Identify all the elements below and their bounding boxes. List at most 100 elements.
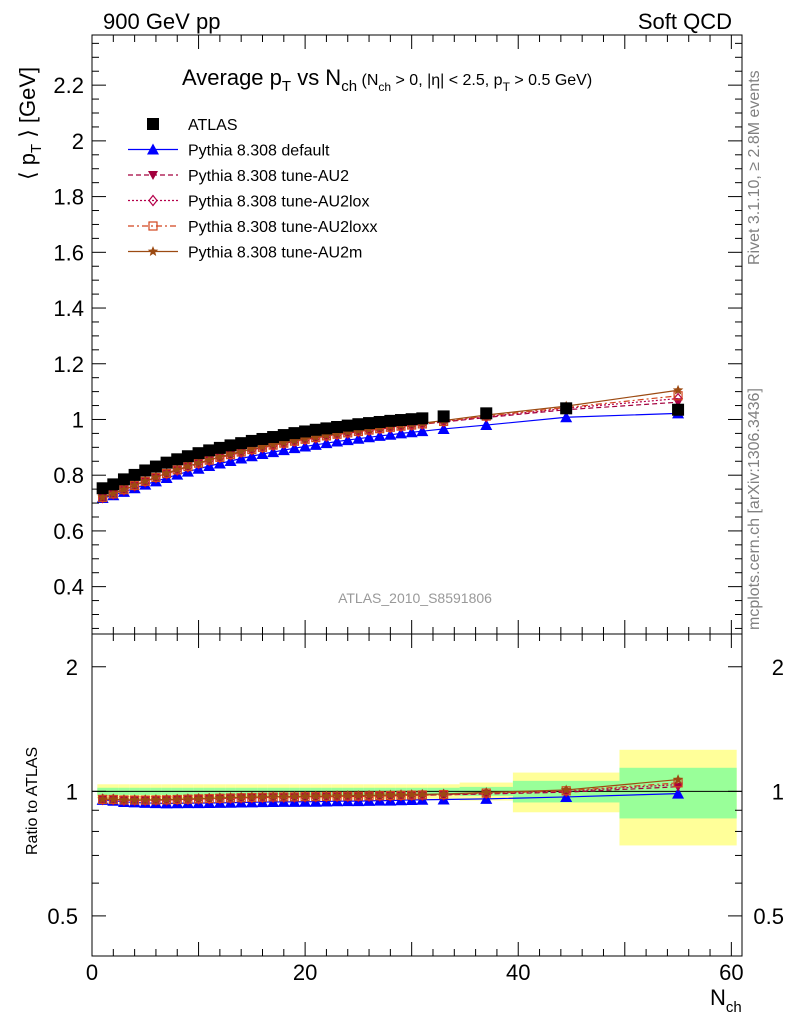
point-pythia-8-308-tune-au2m xyxy=(161,467,172,478)
point-atlas xyxy=(299,425,312,438)
point-pythia-8-308-default xyxy=(352,432,365,444)
ratio-tick-label-right: 1 xyxy=(772,779,784,804)
point-pythia-8-308-default xyxy=(320,437,333,449)
legend-marker-pythia-8-308-tune-au2 xyxy=(148,171,158,180)
watermark: ATLAS_2010_S8591806 xyxy=(338,590,492,606)
y-tick-label: 0.8 xyxy=(53,463,84,488)
point-atlas xyxy=(149,460,162,473)
tick-labels: 0.4 0.6 0.8 1 1.2 1.4 1.6 1.8 2 2.2 0 20 40 60 0.5 0.5 1… xyxy=(47,73,784,985)
series-main xyxy=(96,384,685,504)
point-pythia-8-308-tune-au2m xyxy=(172,464,183,475)
point-atlas xyxy=(320,422,333,435)
point-atlas xyxy=(192,447,205,460)
ratio-point-pythia-8-308-tune-au2m xyxy=(353,790,364,801)
point-pythia-8-308-tune-au2m xyxy=(299,433,311,444)
x-tick-label: 60 xyxy=(719,960,743,985)
header-left: 900 GeV pp xyxy=(103,9,221,34)
point-pythia-8-308-tune-au2m xyxy=(246,443,258,454)
point-pythia-8-308-default xyxy=(309,438,322,450)
ratio-point-pythia-8-308-tune-au2m xyxy=(129,794,140,805)
point-atlas xyxy=(213,441,226,454)
point-atlas xyxy=(363,417,376,430)
point-pythia-8-308-default xyxy=(331,435,344,447)
point-atlas xyxy=(181,450,194,463)
legend-marker-atlas xyxy=(147,118,159,130)
point-atlas xyxy=(395,414,408,427)
point-atlas xyxy=(256,432,269,445)
series-ratio xyxy=(96,774,685,809)
ratio-tick-label-left: 2 xyxy=(66,655,78,680)
ratio-point-pythia-8-308-tune-au2m xyxy=(225,792,236,803)
point-pythia-8-308-tune-au2m xyxy=(118,483,130,494)
point-pythia-8-308-tune-au2m xyxy=(267,439,279,449)
ratio-point-pythia-8-308-tune-au2m xyxy=(118,794,130,805)
ratio-point-pythia-8-308-tune-au2m xyxy=(267,791,279,802)
point-pythia-8-308-tune-au2m xyxy=(310,431,321,442)
x-tick-label: 20 xyxy=(293,960,317,985)
point-pythia-8-308-tune-au2m xyxy=(235,446,247,456)
ratio-point-pythia-8-308-tune-au2m xyxy=(246,791,258,802)
point-pythia-8-308-tune-au2m xyxy=(225,448,236,459)
point-pythia-8-308-tune-au2m xyxy=(182,460,194,471)
point-pythia-8-308-default xyxy=(277,444,290,456)
y-tick-label: 1.4 xyxy=(53,296,84,321)
ratio-point-pythia-8-308-tune-au2m xyxy=(417,788,428,799)
legend-marker-pythia-8-308-tune-au2m xyxy=(147,246,159,256)
point-atlas xyxy=(480,407,493,420)
ratio-point-pythia-8-308-tune-au2m xyxy=(97,793,108,804)
point-pythia-8-308-tune-au2m xyxy=(321,429,332,440)
y-tick-label: 1.2 xyxy=(53,352,84,377)
ratio-point-pythia-8-308-tune-au2m xyxy=(560,784,572,795)
x-tick-label: 0 xyxy=(86,960,98,985)
point-pythia-8-308-default xyxy=(341,434,354,446)
ratio-tick-label-left: 1 xyxy=(66,779,78,804)
point-atlas xyxy=(560,402,573,415)
point-atlas xyxy=(437,410,450,423)
ratio-frame xyxy=(91,633,743,957)
ratio-point-pythia-8-308-tune-au2m xyxy=(182,793,194,804)
legend-label-pythia-8-308-tune-au2: Pythia 8.308 tune-AU2 xyxy=(188,168,349,185)
ratio-point-pythia-8-308-tune-au2m xyxy=(310,790,321,801)
point-pythia-8-308-tune-au2m xyxy=(129,479,140,490)
point-pythia-8-308-default xyxy=(288,442,301,454)
legend-marker-pythia-8-308-default xyxy=(147,143,159,155)
ratio-point-pythia-8-308-tune-au2m xyxy=(193,793,204,804)
ticks xyxy=(91,35,742,957)
point-pythia-8-308-tune-au2m xyxy=(257,441,268,452)
point-atlas xyxy=(416,412,429,425)
x-axis-title: Nch xyxy=(710,985,742,1016)
y-tick-label: 1 xyxy=(72,407,84,432)
y-tick-label: 1.8 xyxy=(53,185,84,210)
ratio-point-pythia-8-308-tune-au2m xyxy=(481,786,492,797)
series-line-pythia-8-308-tune-au2loxx xyxy=(102,395,679,499)
y-tick-label: 1.6 xyxy=(53,240,84,265)
y-tick-label: 2.2 xyxy=(53,73,84,98)
ratio-point-pythia-8-308-default xyxy=(672,787,685,799)
point-atlas xyxy=(309,423,322,436)
point-atlas xyxy=(384,414,397,427)
point-atlas xyxy=(203,444,216,457)
legend-label-pythia-8-308-tune-au2lox: Pythia 8.308 tune-AU2lox xyxy=(188,194,369,211)
x-tick-label: 40 xyxy=(506,960,530,985)
point-pythia-8-308-default xyxy=(299,440,312,452)
ratio-tick-label-left: 0.5 xyxy=(47,904,78,929)
ratio-point-pythia-8-308-tune-au2m xyxy=(672,774,684,785)
frames xyxy=(91,34,743,957)
ratio-point-pythia-8-308-tune-au2m xyxy=(321,790,332,801)
legend-label-pythia-8-308-default: Pythia 8.308 default xyxy=(188,143,330,160)
ratio-tick-label-right: 0.5 xyxy=(753,904,784,929)
y-tick-label: 0.6 xyxy=(53,519,84,544)
point-atlas xyxy=(160,456,173,469)
series-line-pythia-8-308-tune-au2m xyxy=(102,389,679,498)
point-pythia-8-308-tune-au2m xyxy=(331,428,343,439)
point-atlas xyxy=(672,403,685,416)
ratio-point-pythia-8-308-tune-au2m xyxy=(140,794,151,805)
ratio-point-pythia-8-308-tune-au2m xyxy=(289,791,300,801)
series-line-pythia-8-308-tune-au2lox xyxy=(102,397,679,499)
ratio-point-pythia-8-308-tune-au2m xyxy=(108,793,119,804)
point-pythia-8-308-default xyxy=(437,422,450,434)
ratio-tick-label-right: 2 xyxy=(772,655,784,680)
point-pythia-8-308-default xyxy=(267,446,280,458)
ratio-point-pythia-8-308-tune-au2m xyxy=(395,789,407,800)
